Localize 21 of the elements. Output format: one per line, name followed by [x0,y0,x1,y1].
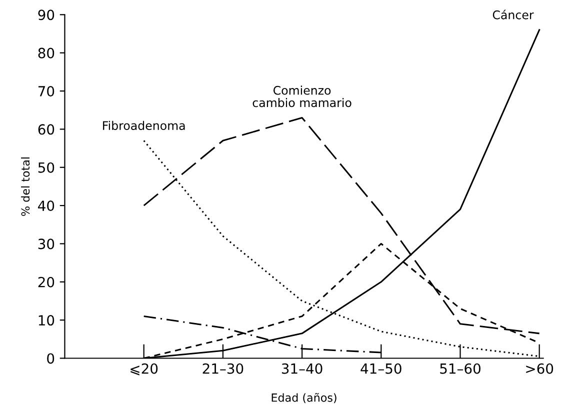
y-tick-label: 90 [38,10,54,20]
y-axis-title: % del total [21,157,30,216]
series-label: Comienzo cambio mamario [252,86,352,108]
series-label: Fibroadenoma [103,120,185,130]
x-tick-label: ⩽20 [130,363,158,376]
x-tick-label: >60 [526,363,554,374]
x-tick-label: 51–60 [440,363,480,374]
x-tick-label: 31–40 [282,363,322,374]
x-tick-label: 21–30 [202,363,244,374]
y-tick-label: 0 [47,353,54,364]
y-tick-label: 70 [38,86,54,96]
y-tick-label: 30 [38,238,54,250]
y-tick-label: 40 [38,200,54,212]
x-tick-label: 41–50 [360,363,402,374]
y-tick-label: 50 [38,162,54,173]
y-tick-label: 80 [38,48,54,58]
y-tick-label: 20 [38,276,54,288]
x-axis-title: Edad (años) [272,393,336,404]
y-tick-label: 60 [38,124,54,135]
y-tick-label: 10 [38,315,54,326]
series-label: Cáncer [492,10,534,20]
